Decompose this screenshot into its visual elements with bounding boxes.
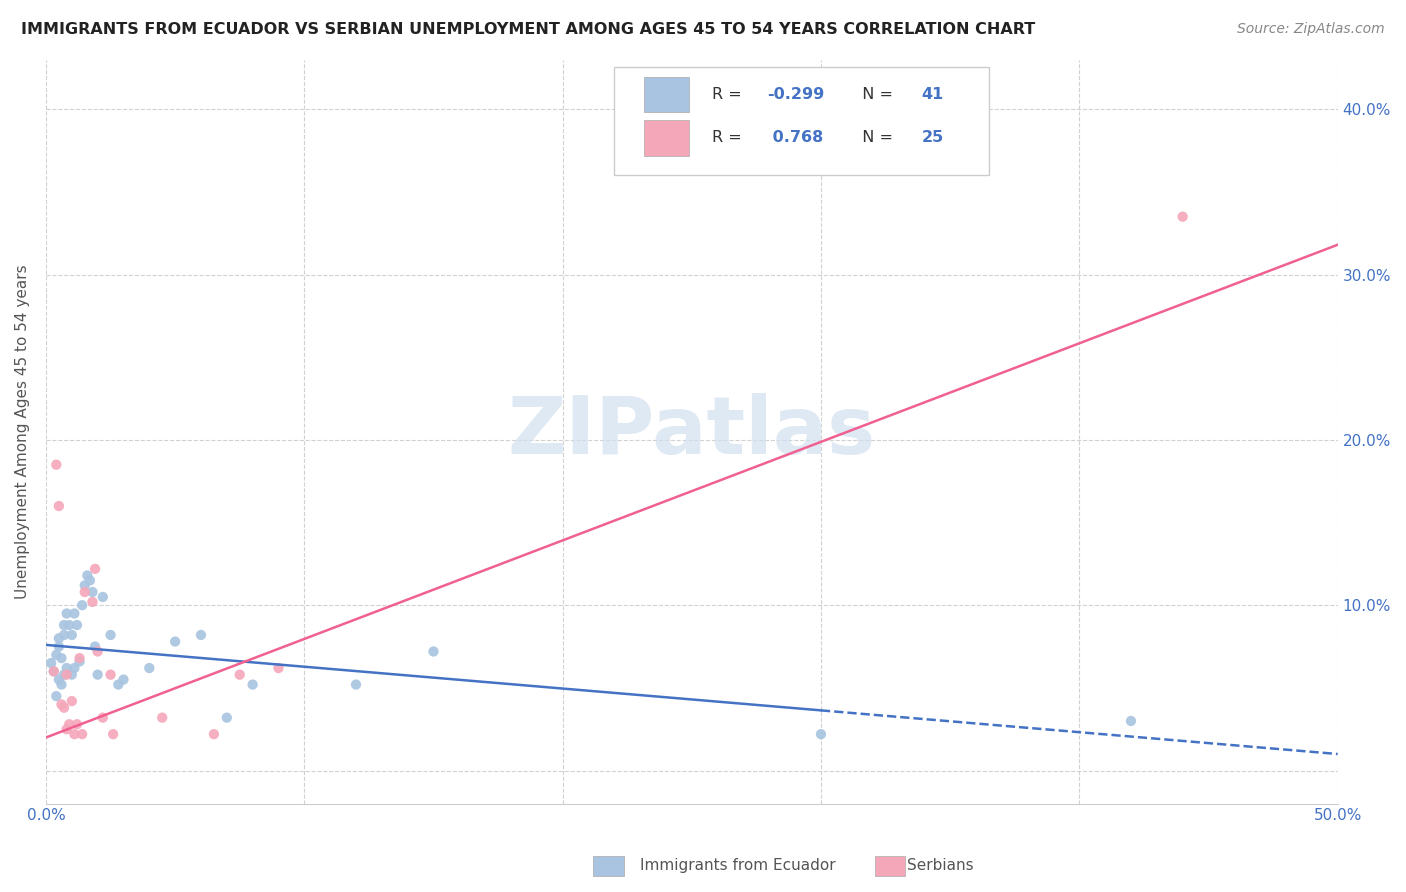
- Y-axis label: Unemployment Among Ages 45 to 54 years: Unemployment Among Ages 45 to 54 years: [15, 264, 30, 599]
- Point: [150, 711, 173, 725]
- Point: [53, 700, 76, 714]
- FancyBboxPatch shape: [644, 120, 689, 155]
- Point: [422, 644, 444, 658]
- Text: Serbians: Serbians: [907, 858, 973, 872]
- Point: [42, 665, 65, 679]
- Point: [101, 727, 124, 741]
- Point: [48, 499, 70, 513]
- Point: [91, 590, 114, 604]
- Point: [76, 568, 98, 582]
- Point: [66, 717, 89, 731]
- Point: [53, 618, 76, 632]
- Point: [165, 634, 187, 648]
- Point: [73, 578, 96, 592]
- Point: [48, 640, 70, 654]
- Point: [58, 618, 80, 632]
- Point: [112, 673, 135, 687]
- Point: [45, 689, 67, 703]
- Point: [55, 723, 77, 737]
- Point: [51, 677, 73, 691]
- Point: [39, 656, 62, 670]
- Point: [60, 667, 83, 681]
- Text: N =: N =: [852, 87, 898, 102]
- Point: [53, 628, 76, 642]
- Point: [58, 717, 80, 731]
- Point: [100, 628, 122, 642]
- Text: ZIPatlas: ZIPatlas: [508, 392, 876, 471]
- Point: [63, 607, 86, 621]
- Point: [45, 458, 67, 472]
- Point: [60, 628, 83, 642]
- Point: [86, 644, 108, 658]
- Point: [202, 727, 225, 741]
- Point: [48, 632, 70, 646]
- Text: IMMIGRANTS FROM ECUADOR VS SERBIAN UNEMPLOYMENT AMONG AGES 45 TO 54 YEARS CORREL: IMMIGRANTS FROM ECUADOR VS SERBIAN UNEMP…: [21, 22, 1035, 37]
- Point: [344, 677, 367, 691]
- Point: [66, 618, 89, 632]
- Point: [86, 667, 108, 681]
- Point: [55, 661, 77, 675]
- Point: [51, 698, 73, 712]
- Point: [70, 598, 93, 612]
- Text: -0.299: -0.299: [766, 87, 824, 102]
- Point: [82, 585, 104, 599]
- Point: [138, 661, 160, 675]
- Point: [242, 677, 264, 691]
- Point: [69, 651, 91, 665]
- Point: [100, 667, 122, 681]
- Point: [51, 651, 73, 665]
- Text: N =: N =: [852, 130, 898, 145]
- Point: [69, 655, 91, 669]
- Point: [63, 661, 86, 675]
- Point: [190, 628, 212, 642]
- Point: [55, 607, 77, 621]
- Text: R =: R =: [713, 87, 748, 102]
- Point: [48, 673, 70, 687]
- Point: [267, 661, 290, 675]
- Point: [810, 727, 832, 741]
- Point: [53, 667, 76, 681]
- Point: [55, 667, 77, 681]
- Text: 0.768: 0.768: [766, 130, 823, 145]
- Point: [107, 677, 129, 691]
- Point: [70, 727, 93, 741]
- FancyBboxPatch shape: [614, 67, 988, 175]
- Text: Source: ZipAtlas.com: Source: ZipAtlas.com: [1237, 22, 1385, 37]
- Point: [91, 711, 114, 725]
- Text: R =: R =: [713, 130, 748, 145]
- Text: 41: 41: [922, 87, 943, 102]
- Text: 25: 25: [922, 130, 943, 145]
- Point: [73, 585, 96, 599]
- Point: [82, 595, 104, 609]
- Point: [42, 665, 65, 679]
- Point: [60, 694, 83, 708]
- Point: [63, 727, 86, 741]
- Point: [1119, 714, 1142, 728]
- Point: [1171, 210, 1194, 224]
- Point: [79, 574, 101, 588]
- Point: [228, 667, 250, 681]
- Point: [45, 648, 67, 662]
- Point: [84, 562, 107, 576]
- FancyBboxPatch shape: [644, 77, 689, 112]
- Point: [84, 640, 107, 654]
- Point: [215, 711, 238, 725]
- Text: Immigrants from Ecuador: Immigrants from Ecuador: [640, 858, 835, 872]
